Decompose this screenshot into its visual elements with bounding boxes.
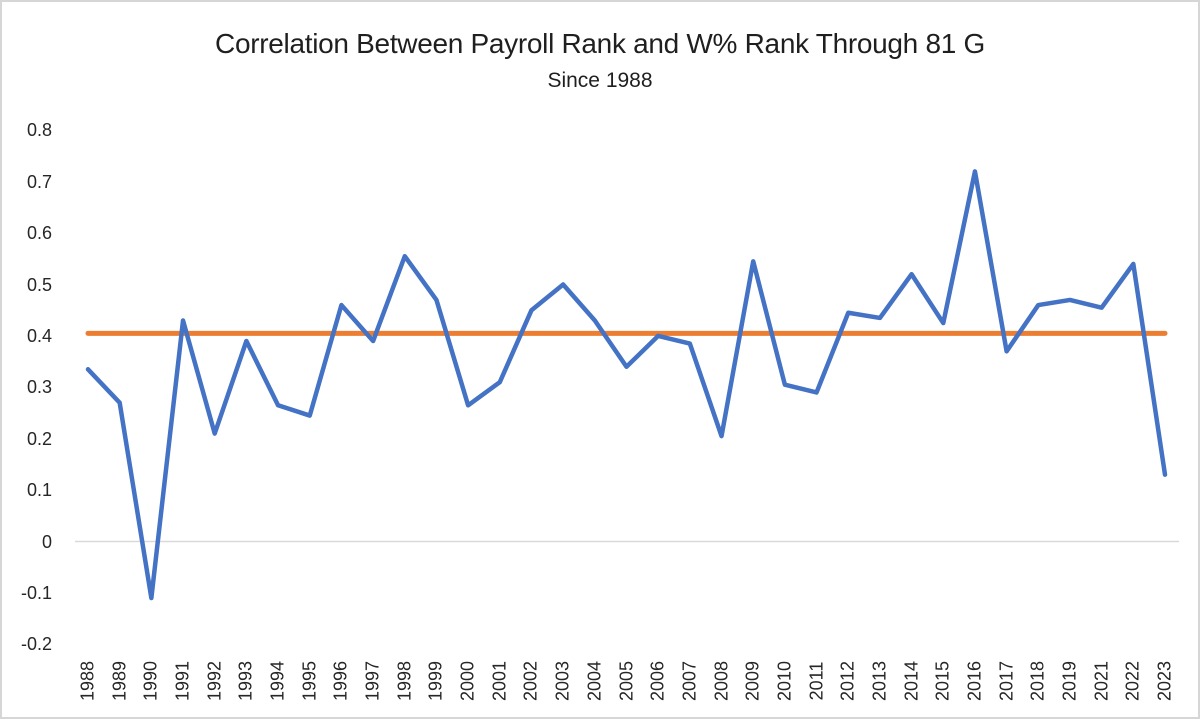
x-axis-tick-label: 2003 <box>552 660 573 702</box>
y-axis-tick-label: 0.3 <box>26 377 52 398</box>
x-axis-tick-label: 1991 <box>172 660 193 702</box>
x-axis-tick-label: 2016 <box>964 660 985 702</box>
x-axis-tick-label: 2010 <box>774 660 795 702</box>
x-axis-tick-label: 1995 <box>299 660 320 702</box>
x-axis-tick-label: 2022 <box>1122 660 1143 702</box>
y-axis-tick-label: 0.7 <box>26 171 52 192</box>
x-axis-tick-label: 2013 <box>869 660 890 702</box>
x-axis-tick-label: 2006 <box>647 660 668 702</box>
x-axis-tick-label: 1989 <box>109 660 130 702</box>
x-axis-tick-label: 2011 <box>806 661 827 701</box>
x-axis-tick-label: 2007 <box>679 660 700 702</box>
x-axis-tick-label: 2012 <box>837 660 858 702</box>
x-axis-tick-label: 2001 <box>489 660 510 702</box>
x-axis-tick-label: 1990 <box>140 660 161 702</box>
correlation-series-line <box>85 169 1168 601</box>
x-axis-tick-label: 2005 <box>616 660 636 702</box>
y-axis-tick-label: -0.1 <box>20 582 52 603</box>
y-axis-tick-label: 0.1 <box>26 480 52 501</box>
x-axis-tick-label: 2008 <box>711 660 732 702</box>
x-axis-tick-label: 2004 <box>584 660 605 702</box>
y-axis-tick-label: 0.5 <box>26 274 52 295</box>
x-axis-tick-label: 2002 <box>520 660 541 702</box>
x-axis-tick-label: 1994 <box>267 660 288 702</box>
x-axis-tick-label: 2000 <box>457 660 478 702</box>
chart-title: Correlation Between Payroll Rank and W% … <box>215 28 985 59</box>
chart-subtitle: Since 1988 <box>547 69 653 92</box>
y-axis-tick-label: 0.6 <box>26 223 52 244</box>
x-axis-tick-label: 2017 <box>996 660 1017 702</box>
x-axis-tick-label: 2018 <box>1027 660 1048 702</box>
x-axis-tick-label: 2021 <box>1091 660 1112 702</box>
x-axis-tick-label: 2015 <box>932 660 953 702</box>
x-axis-tick-label: 1998 <box>394 660 415 702</box>
y-axis-tick-label: 0.8 <box>26 120 52 141</box>
x-axis-tick-label: 1999 <box>425 660 446 702</box>
x-axis-tick-label: 1992 <box>204 660 225 702</box>
x-axis-tick-label: 1993 <box>235 660 256 702</box>
y-axis-tick-label: 0.2 <box>26 428 52 449</box>
x-axis-tick-label: 2023 <box>1154 660 1175 702</box>
x-axis-tick-label: 1988 <box>77 660 98 702</box>
x-axis-tick-label: 2009 <box>742 660 763 702</box>
x-axis-tick-label: 2014 <box>901 660 922 702</box>
x-axis-tick-label: 1996 <box>330 660 351 702</box>
x-axis-tick-label: 1997 <box>362 660 383 702</box>
y-axis-tick-label: 0.4 <box>26 325 52 346</box>
y-axis-tick-label: 0 <box>41 531 52 552</box>
y-axis-tick-label: -0.2 <box>20 634 52 655</box>
x-axis-tick-label: 2019 <box>1059 660 1080 702</box>
